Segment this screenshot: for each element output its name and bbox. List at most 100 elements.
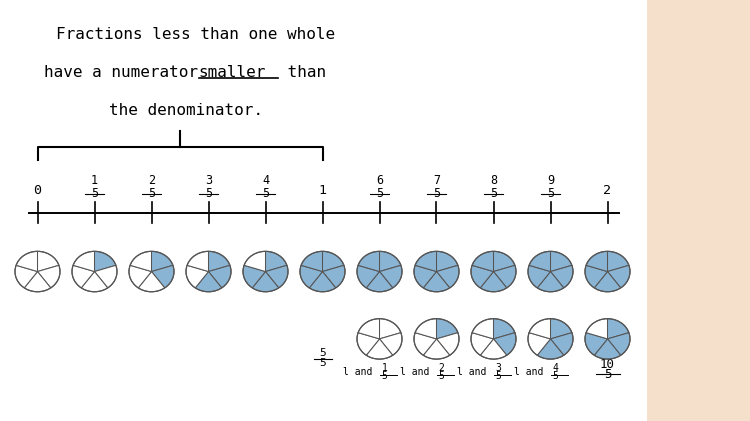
Text: 5: 5 xyxy=(496,371,502,381)
Polygon shape xyxy=(301,251,322,272)
Polygon shape xyxy=(585,333,608,355)
Polygon shape xyxy=(366,272,393,292)
Polygon shape xyxy=(358,319,380,339)
Text: 2: 2 xyxy=(148,173,155,187)
Text: 2: 2 xyxy=(604,184,611,197)
Polygon shape xyxy=(608,251,629,272)
Polygon shape xyxy=(300,265,322,288)
Polygon shape xyxy=(366,339,393,359)
Text: 5: 5 xyxy=(320,348,326,358)
Text: l and: l and xyxy=(400,367,435,377)
Polygon shape xyxy=(586,251,608,272)
Polygon shape xyxy=(471,265,494,288)
Text: l and: l and xyxy=(514,367,549,377)
Polygon shape xyxy=(537,272,564,292)
Polygon shape xyxy=(594,272,621,292)
Text: than: than xyxy=(278,65,326,80)
Text: 5: 5 xyxy=(433,187,440,200)
Text: Fractions less than one whole: Fractions less than one whole xyxy=(56,27,335,43)
Text: 5: 5 xyxy=(205,187,212,200)
Polygon shape xyxy=(357,333,380,355)
Polygon shape xyxy=(550,251,572,272)
Polygon shape xyxy=(436,333,459,355)
Polygon shape xyxy=(322,251,344,272)
Text: smaller: smaller xyxy=(199,65,266,80)
Polygon shape xyxy=(72,265,94,288)
Text: l and: l and xyxy=(343,367,378,377)
Polygon shape xyxy=(16,251,38,272)
Polygon shape xyxy=(550,319,572,339)
Polygon shape xyxy=(414,333,436,355)
Polygon shape xyxy=(322,265,345,288)
Polygon shape xyxy=(550,265,573,288)
Polygon shape xyxy=(130,251,152,272)
Text: 5: 5 xyxy=(439,371,445,381)
Polygon shape xyxy=(472,251,494,272)
Polygon shape xyxy=(244,251,266,272)
Polygon shape xyxy=(415,251,436,272)
Polygon shape xyxy=(528,333,550,355)
Polygon shape xyxy=(209,251,230,272)
Polygon shape xyxy=(380,319,401,339)
Polygon shape xyxy=(494,265,516,288)
Polygon shape xyxy=(94,265,117,288)
Polygon shape xyxy=(494,333,516,355)
Polygon shape xyxy=(38,265,60,288)
Text: 1: 1 xyxy=(91,173,98,187)
Text: 5: 5 xyxy=(91,187,98,200)
Text: 7: 7 xyxy=(433,173,440,187)
Text: 1: 1 xyxy=(382,362,388,373)
Polygon shape xyxy=(529,319,550,339)
Polygon shape xyxy=(357,265,380,288)
Text: 5: 5 xyxy=(262,187,269,200)
Polygon shape xyxy=(152,265,174,288)
Polygon shape xyxy=(186,265,209,288)
Polygon shape xyxy=(480,272,507,292)
Polygon shape xyxy=(195,272,222,292)
Text: 5: 5 xyxy=(604,368,611,381)
Polygon shape xyxy=(380,265,402,288)
Text: 5: 5 xyxy=(148,187,155,200)
Text: 4: 4 xyxy=(262,173,269,187)
Text: l and: l and xyxy=(457,367,492,377)
Text: 9: 9 xyxy=(547,173,554,187)
Text: 3: 3 xyxy=(496,362,502,373)
Text: have a numerator: have a numerator xyxy=(44,65,207,80)
Polygon shape xyxy=(73,251,94,272)
Polygon shape xyxy=(608,319,629,339)
Text: 5: 5 xyxy=(382,371,388,381)
Polygon shape xyxy=(24,272,51,292)
Polygon shape xyxy=(380,333,402,355)
Polygon shape xyxy=(494,251,515,272)
Text: 10: 10 xyxy=(600,358,615,371)
Polygon shape xyxy=(15,265,38,288)
Polygon shape xyxy=(529,251,550,272)
Text: 0: 0 xyxy=(34,184,41,197)
Polygon shape xyxy=(94,251,116,272)
Polygon shape xyxy=(494,319,515,339)
Text: the denominator.: the denominator. xyxy=(109,103,262,118)
Polygon shape xyxy=(358,251,380,272)
Text: 5: 5 xyxy=(547,187,554,200)
Bar xyxy=(646,0,750,421)
Polygon shape xyxy=(252,272,279,292)
Polygon shape xyxy=(380,251,401,272)
Polygon shape xyxy=(423,272,450,292)
Text: 8: 8 xyxy=(490,173,497,187)
Polygon shape xyxy=(423,339,450,359)
Polygon shape xyxy=(608,333,630,355)
Text: 5: 5 xyxy=(490,187,497,200)
Polygon shape xyxy=(266,251,287,272)
Polygon shape xyxy=(471,333,494,355)
Polygon shape xyxy=(266,265,288,288)
Polygon shape xyxy=(138,272,165,292)
Text: 4: 4 xyxy=(553,362,559,373)
Text: 5: 5 xyxy=(320,358,326,368)
Polygon shape xyxy=(608,265,630,288)
Polygon shape xyxy=(550,333,573,355)
Polygon shape xyxy=(594,339,621,359)
Polygon shape xyxy=(436,251,458,272)
Polygon shape xyxy=(472,319,494,339)
Text: 3: 3 xyxy=(205,173,212,187)
Polygon shape xyxy=(129,265,152,288)
